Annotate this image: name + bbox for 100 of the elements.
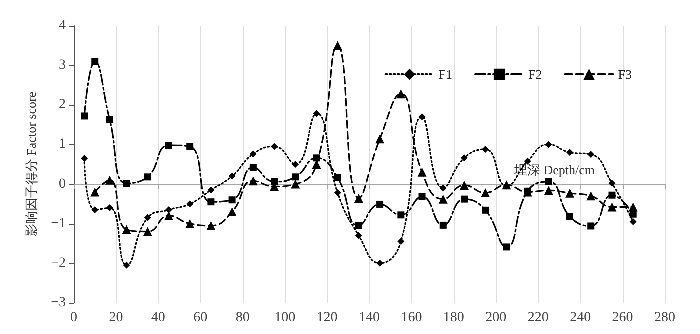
point — [165, 206, 172, 214]
point — [355, 222, 362, 230]
point — [545, 141, 552, 148]
x-tick-label: 260 — [612, 310, 634, 326]
point — [143, 227, 152, 236]
point — [628, 202, 638, 212]
x-tick-label: 240 — [570, 310, 592, 326]
x-tick-label: 280 — [654, 310, 676, 326]
point — [206, 221, 216, 230]
point — [630, 210, 637, 218]
point — [123, 180, 130, 187]
point — [208, 198, 215, 206]
point — [313, 154, 320, 162]
point — [228, 172, 236, 180]
point — [398, 238, 405, 246]
x-tick-label: 100 — [274, 310, 296, 326]
point — [418, 168, 427, 177]
point — [544, 186, 554, 196]
point — [566, 149, 574, 156]
legend-label: F2 — [528, 67, 542, 82]
x-tick-label: 20 — [109, 310, 124, 326]
point — [248, 176, 258, 186]
point — [92, 206, 99, 214]
point — [608, 202, 617, 212]
y-axis-title: 影响因子得分 Factor score — [24, 92, 39, 238]
point — [566, 188, 575, 198]
point — [482, 146, 490, 153]
y-tick-label: 4 — [59, 18, 66, 34]
point — [291, 180, 300, 189]
y-tick-label: −2 — [51, 256, 66, 271]
point — [588, 222, 595, 230]
point — [460, 196, 468, 203]
point — [123, 262, 130, 269]
point — [144, 214, 152, 222]
point — [250, 150, 257, 158]
point — [482, 206, 490, 214]
point — [90, 188, 100, 197]
point — [630, 218, 637, 226]
point — [106, 204, 114, 212]
point — [354, 194, 364, 204]
point — [608, 180, 616, 187]
point — [228, 207, 237, 216]
point — [228, 196, 236, 204]
point — [588, 151, 595, 158]
point — [81, 155, 88, 162]
point — [376, 200, 384, 208]
point — [292, 174, 300, 181]
point — [398, 212, 405, 219]
x-tick-label: 80 — [236, 310, 250, 326]
point — [586, 192, 596, 201]
point — [186, 219, 195, 228]
point — [545, 178, 552, 186]
point — [418, 193, 426, 200]
point — [376, 134, 385, 144]
legend-label: F3 — [618, 67, 632, 82]
point — [92, 58, 99, 66]
point — [440, 222, 447, 229]
point — [460, 180, 469, 190]
point — [105, 176, 114, 185]
point — [208, 186, 215, 194]
point — [186, 143, 194, 150]
point — [396, 90, 406, 99]
y-tick-label: −1 — [51, 216, 66, 232]
x-tick-label: 200 — [486, 310, 507, 326]
y-tick-label: −3 — [51, 296, 66, 310]
point — [313, 110, 320, 118]
x-tick-label: 0 — [70, 310, 78, 326]
point — [333, 41, 342, 50]
x-tick-label: 40 — [151, 310, 166, 326]
point — [460, 154, 468, 162]
y-tick-label: 1 — [59, 137, 66, 152]
point — [608, 192, 616, 199]
point — [566, 213, 574, 220]
point — [106, 116, 114, 124]
y-tick-label: 3 — [59, 58, 66, 74]
x-tick-label: 60 — [194, 310, 208, 326]
point — [438, 194, 448, 204]
point — [503, 244, 510, 251]
x-tick-label: 180 — [443, 310, 464, 326]
point — [81, 112, 88, 120]
point — [334, 189, 342, 196]
point — [122, 225, 132, 234]
x-tick-label: 120 — [316, 310, 338, 326]
point — [334, 174, 342, 182]
point — [292, 161, 300, 168]
x-tick-label: 160 — [401, 310, 422, 326]
legend-label: F1 — [438, 67, 453, 82]
point — [418, 114, 426, 121]
point — [440, 184, 447, 192]
point — [355, 232, 362, 240]
y-tick-label: 2 — [59, 98, 66, 113]
point — [481, 188, 490, 198]
point — [376, 260, 384, 267]
point — [271, 143, 278, 150]
point — [165, 142, 172, 150]
point — [250, 164, 257, 172]
point — [186, 200, 194, 208]
point — [144, 174, 152, 181]
y-tick-label: 0 — [59, 176, 66, 192]
x-tick-label: 140 — [359, 310, 380, 326]
